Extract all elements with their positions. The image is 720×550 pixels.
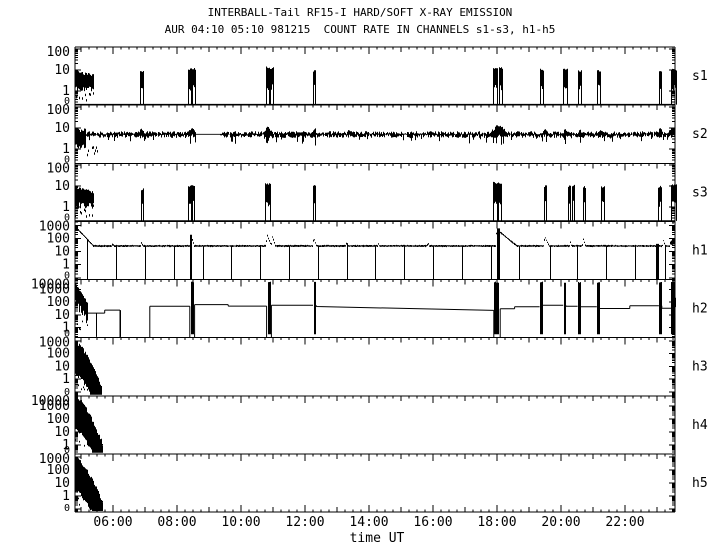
- y-tick-label-h3: 0: [64, 387, 70, 398]
- axes-frame: [74, 46, 676, 513]
- y-tick-label-s1: 10: [54, 63, 70, 78]
- x-tick-label: 18:00: [477, 515, 516, 530]
- channel-label-h5: h5: [692, 476, 708, 491]
- y-tick-label-s2: 10: [54, 121, 70, 136]
- y-tick-label-h1: 10: [54, 245, 70, 260]
- y-tick-label-h1: 0: [64, 271, 70, 282]
- x-tick-label: 14:00: [349, 515, 388, 530]
- y-tick-label-h1: 1: [62, 258, 70, 273]
- series-h1: [75, 225, 675, 279]
- y-tick-label-s3: 1: [62, 200, 70, 215]
- y-tick-label-h5: 1000: [39, 452, 70, 467]
- series-s2: [75, 125, 675, 157]
- y-tick-label-s2: 0: [64, 154, 70, 165]
- y-tick-label-h4: 1000: [39, 399, 70, 414]
- x-tick-label: 08:00: [157, 515, 196, 530]
- channel-label-s3: s3: [692, 185, 708, 200]
- y-tick-label-h5: 100: [47, 463, 70, 478]
- series-s1: [75, 66, 677, 105]
- x-tick-label: 20:00: [541, 515, 580, 530]
- y-tick-label-h3: 10: [54, 360, 70, 375]
- channel-label-h4: h4: [692, 418, 708, 433]
- y-tick-label-h2: 0: [64, 329, 70, 340]
- y-tick-label-h5: 0: [64, 503, 70, 514]
- y-tick-label-s1: 100: [47, 45, 70, 60]
- y-tick-label-s1: 0: [64, 96, 70, 107]
- y-tick-label-h3: 100: [47, 347, 70, 362]
- y-tick-label-s3: 10: [54, 179, 70, 194]
- y-tick-label-h2: 100: [47, 295, 70, 310]
- channel-label-s1: s1: [692, 69, 708, 84]
- series-h2: [75, 281, 676, 338]
- channel-label-h1: h1: [692, 243, 708, 258]
- x-tick-label: 16:00: [413, 515, 452, 530]
- y-tick-label-h3: 1000: [39, 336, 70, 351]
- y-tick-label-h1: 1000: [39, 219, 70, 234]
- y-tick-label-s3: 0: [64, 212, 70, 223]
- series-h5: [75, 458, 103, 511]
- x-tick-label: 10:00: [221, 515, 260, 530]
- y-tick-label-h4: 10000: [31, 394, 70, 409]
- series-s3: [75, 181, 677, 222]
- y-tick-label-h2: 10000: [31, 278, 70, 293]
- series-h4: [75, 396, 103, 453]
- y-tick-label-h1: 100: [47, 232, 70, 247]
- y-tick-label-h4: 1: [62, 438, 70, 453]
- channel-label-s2: s2: [692, 127, 708, 142]
- y-tick-label-s2: 100: [47, 103, 70, 118]
- chart-subtitle: AUR 04:10 05:10 981215 COUNT RATE IN CHA…: [164, 23, 556, 36]
- y-tick-label-h4: 0: [64, 445, 70, 456]
- y-tick-label-s2: 1: [62, 142, 70, 157]
- x-axis-title: time UT: [350, 531, 405, 546]
- x-tick-label: 12:00: [285, 515, 324, 530]
- y-tick-label-h4: 10: [54, 425, 70, 440]
- y-tick-label-h4: 100: [47, 412, 70, 427]
- y-tick-label-s3: 100: [47, 161, 70, 176]
- y-tick-label-h3: 1: [62, 372, 70, 387]
- y-tick-label-h2: 10: [54, 308, 70, 323]
- y-tick-label-h2: 1: [62, 321, 70, 336]
- y-tick-label-h2: 1000: [39, 283, 70, 298]
- channel-label-h3: h3: [692, 360, 708, 375]
- x-tick-label: 22:00: [605, 515, 644, 530]
- y-tick-label-h5: 1: [62, 489, 70, 504]
- channel-label-h2: h2: [692, 302, 708, 317]
- x-tick-label: 06:00: [93, 515, 132, 530]
- series-h3: [75, 341, 102, 395]
- y-tick-label-h5: 10: [54, 476, 70, 491]
- chart-title: INTERBALL-Tail RF15-I HARD/SOFT X-RAY EM…: [207, 6, 513, 19]
- y-tick-label-s1: 1: [62, 84, 70, 99]
